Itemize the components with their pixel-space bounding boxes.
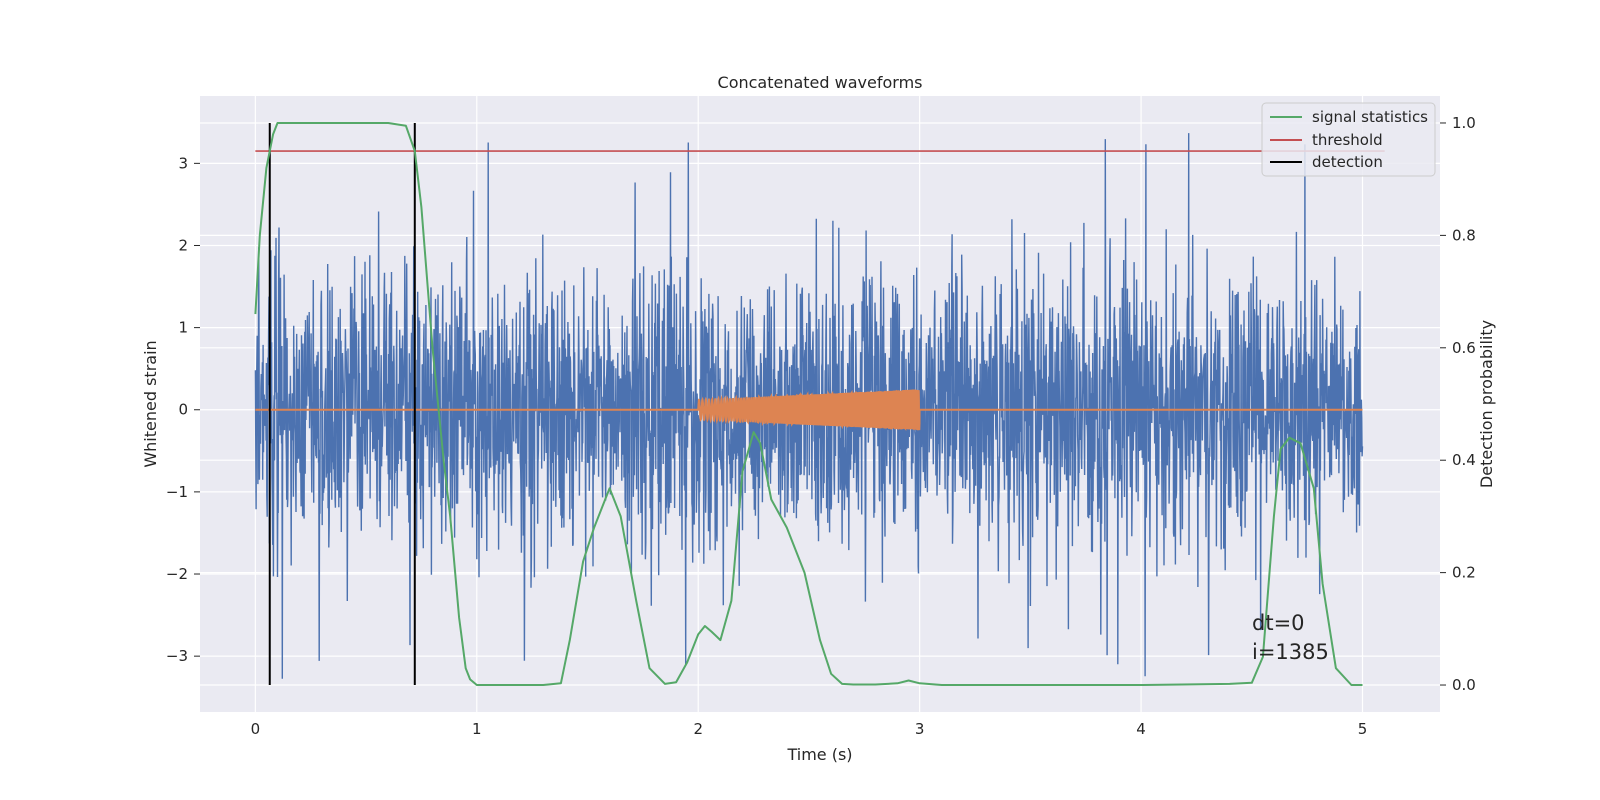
injected-waveform-line xyxy=(255,389,1363,431)
y-tick-label: 1 xyxy=(178,319,188,337)
y-tick-label: 2 xyxy=(178,236,188,254)
legend-box xyxy=(1261,102,1436,177)
injected-waveform-series xyxy=(255,389,1363,431)
signal-statistics-line xyxy=(254,122,1363,686)
y-tick-label: 3 xyxy=(178,154,188,172)
x-tick-label: 2 xyxy=(693,720,703,738)
y2-tick-label: 1.0 xyxy=(1452,114,1476,132)
x-tick-label: 3 xyxy=(915,720,925,738)
y2-tick-label: 0.0 xyxy=(1452,676,1476,694)
x-tick-label: 0 xyxy=(251,720,261,738)
legend-label-signal-statistics: signal statistics xyxy=(1312,108,1428,126)
annotation-dt: dt=0 xyxy=(1252,611,1305,635)
x-tick-label: 1 xyxy=(472,720,482,738)
legend: signal statistics threshold detection xyxy=(1261,102,1436,177)
y2-axis-ticks: 0.0 0.2 0.4 0.6 0.8 1.0 xyxy=(1440,114,1476,694)
y-tick-label: 0 xyxy=(178,401,188,419)
signal-statistics-series xyxy=(254,122,1363,686)
whitened-strain-line xyxy=(254,133,1364,679)
whitened-strain-series xyxy=(254,133,1364,679)
legend-label-detection: detection xyxy=(1312,153,1383,171)
y2-tick-label: 0.4 xyxy=(1452,451,1476,469)
y2-tick-label: 0.6 xyxy=(1452,339,1476,357)
x-axis-label: Time (s) xyxy=(786,745,852,764)
x-tick-label: 4 xyxy=(1136,720,1146,738)
y2-tick-label: 0.8 xyxy=(1452,226,1476,244)
detection-series xyxy=(268,122,416,686)
y2-axis-label: Detection probability xyxy=(1477,320,1496,488)
y-tick-label: −1 xyxy=(166,483,188,501)
y-tick-label: −3 xyxy=(166,647,188,665)
y2-tick-label: 0.2 xyxy=(1452,564,1476,582)
y-axis-label: Whitened strain xyxy=(141,340,160,467)
legend-label-threshold: threshold xyxy=(1312,131,1383,149)
y-axis-ticks: −3 −2 −1 0 1 2 3 xyxy=(166,154,200,665)
chart-title: Concatenated waveforms xyxy=(718,73,923,92)
x-tick-label: 5 xyxy=(1358,720,1368,738)
y-tick-label: −2 xyxy=(166,565,188,583)
x-axis-ticks: 0 1 2 3 4 5 xyxy=(251,720,1368,738)
annotation-index: i=1385 xyxy=(1252,640,1329,664)
